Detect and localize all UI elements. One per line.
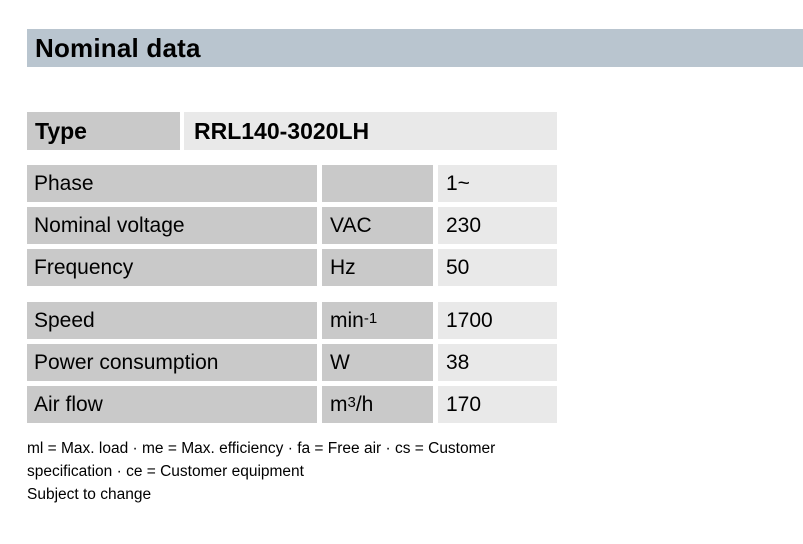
footer: ml = Max. load · me = Max. efficiency · … (27, 437, 557, 506)
unit-base: W (330, 350, 350, 374)
parameter-label-cell: Nominal voltage (27, 207, 317, 244)
parameter-label-cell: Phase (27, 165, 317, 202)
unit-suffix: /h (355, 392, 374, 416)
unit-base: VAC (330, 213, 372, 237)
value-cell: 1700 (438, 302, 557, 339)
parameter-label-cell: Power consumption (27, 344, 317, 381)
unit-cell: Hz (322, 249, 433, 286)
unit-base: m (330, 392, 348, 416)
table-row: Power consumption W 38 (27, 344, 557, 381)
unit-base: Hz (330, 255, 356, 279)
abbreviation-legend: ml = Max. load · me = Max. efficiency · … (27, 440, 496, 480)
table-group-electrical: Phase 1~ Nominal voltage VAC 230 Frequen… (27, 165, 557, 286)
value-cell: 1~ (438, 165, 557, 202)
table-row: Phase 1~ (27, 165, 557, 202)
section-header-bar: Nominal data (27, 29, 803, 67)
parameter-label-cell: Speed (27, 302, 317, 339)
unit-cell: m 3/h (322, 386, 433, 423)
table-row: Nominal voltage VAC 230 (27, 207, 557, 244)
type-value-cell: RRL140-3020LH (184, 112, 557, 150)
unit-base: min (330, 308, 364, 332)
table-row: Air flow m 3/h 170 (27, 386, 557, 423)
unit-cell: VAC (322, 207, 433, 244)
value-cell: 230 (438, 207, 557, 244)
parameter-label-cell: Frequency (27, 249, 317, 286)
unit-cell (322, 165, 433, 202)
value-cell: 38 (438, 344, 557, 381)
table-row: Speed min -1 1700 (27, 302, 557, 339)
unit-cell: W (322, 344, 433, 381)
nominal-data-table: Type RRL140-3020LH Phase 1~ Nominal volt… (27, 112, 557, 506)
value-cell: 50 (438, 249, 557, 286)
type-row: Type RRL140-3020LH (27, 112, 557, 150)
value-cell: 170 (438, 386, 557, 423)
parameter-label-cell: Air flow (27, 386, 317, 423)
table-group-performance: Speed min -1 1700 Power consumption W 38 … (27, 302, 557, 423)
unit-cell: min -1 (322, 302, 433, 339)
table-row: Frequency Hz 50 (27, 249, 557, 286)
subject-to-change-note: Subject to change (27, 486, 152, 503)
section-title: Nominal data (35, 32, 201, 63)
type-label-cell: Type (27, 112, 180, 150)
